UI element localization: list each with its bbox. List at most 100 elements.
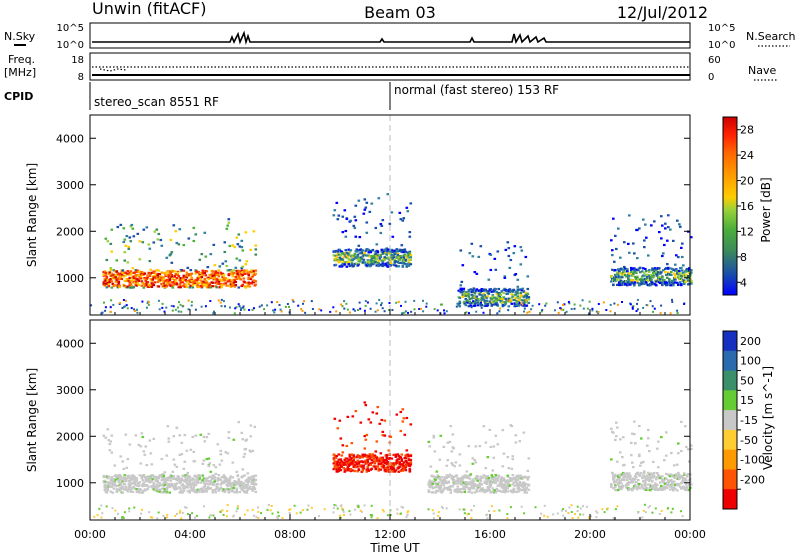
- range-gate-cell: [633, 433, 636, 436]
- range-gate-cell: [653, 475, 656, 478]
- range-gate-cell: [488, 486, 492, 489]
- range-gate-cell: [352, 254, 356, 257]
- range-gate-cell: [407, 253, 411, 256]
- range-gate-cell: [458, 490, 462, 493]
- range-gate-cell: [496, 303, 499, 306]
- range-gate-cell: [496, 250, 500, 253]
- range-gate-cell: [674, 274, 677, 277]
- range-gate-cell: [153, 270, 157, 273]
- range-gate-cell: [232, 487, 236, 490]
- range-gate-cell: [205, 488, 209, 491]
- range-gate-cell: [232, 438, 236, 441]
- range-gate-cell: [655, 284, 658, 287]
- range-gate-cell: [462, 287, 466, 290]
- range-gate-cell: [353, 464, 357, 467]
- range-gate-cell: [621, 473, 624, 476]
- range-gate-cell: [175, 487, 179, 491]
- range-gate-cell: [359, 464, 363, 467]
- range-gate-cell: [679, 281, 682, 284]
- range-gate-cell: [399, 410, 403, 414]
- range-gate-cell: [459, 284, 463, 287]
- range-gate-cell: [484, 477, 488, 480]
- range-gate-cell: [659, 481, 662, 484]
- range-gate-cell: [667, 266, 670, 269]
- range-gate-cell: [127, 247, 131, 250]
- range-gate-cell: [501, 479, 505, 482]
- range-gate-cell: [207, 465, 211, 468]
- range-gate-cell: [509, 289, 513, 293]
- range-gate-cell: [451, 463, 455, 466]
- range-gate-cell: [510, 293, 514, 296]
- range-gate-cell: [429, 465, 433, 468]
- range-gate-cell: [389, 250, 393, 253]
- range-gate-cell: [515, 483, 519, 486]
- range-gate-cell: [252, 271, 256, 274]
- range-gate-cell: [493, 289, 497, 292]
- range-gate-cell: [202, 481, 206, 484]
- range-gate-cell: [487, 278, 491, 281]
- range-gate-cell: [176, 273, 180, 276]
- range-gate-cell: [339, 505, 342, 507]
- range-gate-cell: [639, 464, 642, 467]
- range-gate-cell: [638, 484, 641, 487]
- range-gate-cell: [213, 274, 217, 277]
- range-gate-cell: [438, 488, 442, 491]
- range-gate-cell: [356, 254, 360, 258]
- range-gate-cell: [104, 306, 107, 309]
- range-gate-cell: [384, 466, 388, 470]
- range-gate-cell: [631, 489, 634, 492]
- range-gate-cell: [677, 471, 680, 474]
- range-gate-cell: [341, 507, 343, 510]
- range-gate-cell: [203, 277, 207, 280]
- range-gate-cell: [634, 442, 637, 445]
- range-gate-cell: [245, 485, 249, 488]
- range-gate-cell: [167, 437, 171, 440]
- range-gate-cell: [614, 473, 617, 476]
- range-gate-cell: [399, 429, 403, 433]
- range-gate-cell: [418, 308, 421, 310]
- range-gate-cell: [540, 512, 543, 515]
- range-gate-cell: [619, 276, 622, 279]
- nsearch-label: N.Search: [746, 30, 796, 43]
- range-gate-cell: [190, 304, 193, 307]
- range-gate-cell: [231, 275, 235, 278]
- range-gate-cell: [144, 480, 148, 483]
- nsky-label: N.Sky: [4, 30, 36, 43]
- range-gate-cell: [93, 515, 96, 518]
- range-gate-cell: [105, 275, 109, 278]
- range-gate-cell: [348, 251, 352, 254]
- range-gate-cell: [672, 280, 675, 283]
- range-gate-cell: [248, 485, 252, 488]
- range-gate-cell: [338, 466, 342, 469]
- range-gate-cell: [531, 304, 534, 307]
- range-gate-cell: [503, 275, 507, 278]
- range-gate-cell: [646, 277, 649, 280]
- range-gate-cell: [345, 457, 349, 460]
- range-gate-cell: [124, 299, 127, 302]
- range-gate-cell: [153, 281, 157, 284]
- range-gate-cell: [511, 295, 515, 298]
- range-gate-cell: [634, 281, 637, 284]
- range-gate-cell: [200, 490, 204, 494]
- range-gate-cell: [177, 243, 181, 246]
- range-gate-cell: [476, 475, 480, 478]
- range-gate-cell: [562, 514, 565, 517]
- range-gate-cell: [339, 437, 343, 440]
- range-gate-cell: [123, 279, 127, 283]
- range-gate-cell: [488, 510, 490, 512]
- range-gate-cell: [236, 243, 240, 246]
- range-gate-cell: [116, 484, 120, 488]
- range-gate-cell: [462, 290, 466, 293]
- range-gate-cell: [404, 469, 408, 472]
- range-gate-cell: [369, 307, 372, 310]
- range-gate-cell: [123, 238, 127, 241]
- range-gate-cell: [279, 308, 282, 311]
- range-gate-cell: [107, 285, 111, 288]
- range-gate-cell: [186, 486, 190, 489]
- range-gate-cell: [244, 483, 248, 486]
- range-gate-cell: [639, 474, 642, 477]
- range-gate-cell: [449, 425, 453, 428]
- range-gate-cell: [203, 505, 205, 508]
- range-gate-cell: [185, 478, 189, 481]
